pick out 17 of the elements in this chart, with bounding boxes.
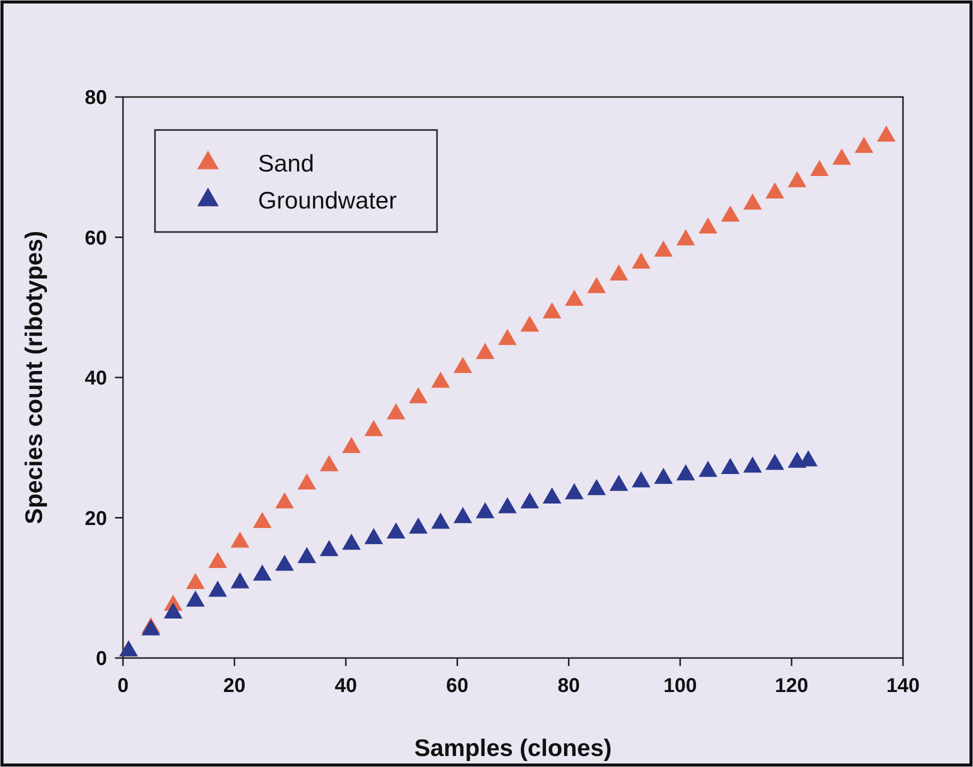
x-tick-label: 140: [886, 675, 920, 697]
x-tick-label: 20: [223, 675, 246, 697]
x-tick-label: 0: [117, 675, 129, 697]
legend-label: Groundwater: [258, 187, 397, 214]
y-axis-title: Species count (ribotypes): [21, 230, 48, 524]
x-tick-label: 80: [558, 675, 580, 697]
x-axis-title: Samples (clones): [414, 735, 612, 762]
y-tick-label: 0: [96, 648, 107, 670]
y-tick-label: 20: [84, 508, 107, 530]
x-tick-label: 100: [663, 675, 697, 697]
x-tick-label: 120: [774, 675, 808, 697]
x-tick-label: 40: [334, 675, 357, 697]
x-tick-label: 60: [446, 675, 468, 697]
legend-label: Sand: [258, 150, 314, 178]
y-tick-label: 60: [84, 227, 107, 250]
y-tick-label: 80: [84, 87, 107, 109]
y-tick-label: 40: [84, 368, 107, 390]
